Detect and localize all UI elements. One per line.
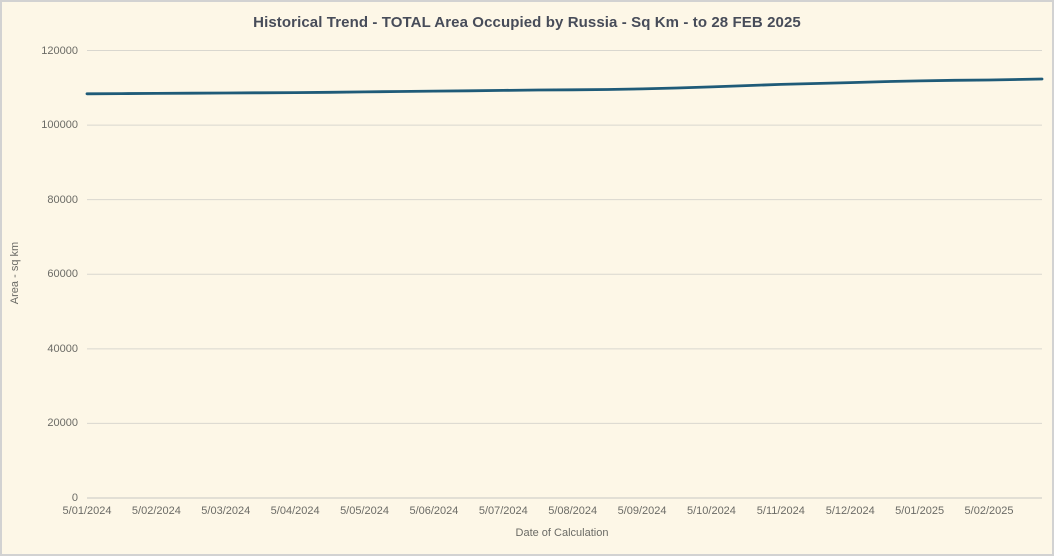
x-tick-label: 5/08/2024 [548, 505, 598, 517]
y-tick-label: 20000 [47, 417, 78, 430]
x-tick-label: 5/01/2024 [62, 505, 112, 517]
x-tick-label: 5/02/2024 [131, 505, 181, 517]
y-tick-label: 100000 [41, 119, 78, 132]
x-tick-label: 5/12/2024 [825, 505, 875, 517]
x-axis-title: Date of Calculation [515, 527, 609, 539]
gridlines [87, 50, 1042, 499]
x-tick-label: 5/05/2024 [340, 505, 389, 517]
y-tick-label: 120000 [41, 44, 78, 57]
x-tick-label: 5/07/2024 [478, 505, 528, 517]
x-tick-label: 5/04/2024 [270, 505, 320, 517]
x-tick-label: 5/09/2024 [617, 505, 667, 517]
x-tick-label: 5/06/2024 [409, 505, 459, 517]
y-tick-label: 80000 [47, 193, 78, 206]
x-tick-label: 5/11/2024 [756, 505, 805, 517]
y-tick-label: 40000 [47, 342, 78, 355]
chart-title: Historical Trend - TOTAL Area Occupied b… [253, 14, 801, 31]
x-tick-label: 5/03/2024 [201, 505, 251, 517]
y-tick-label: 0 [71, 492, 78, 504]
x-tick-label: 5/01/2025 [895, 505, 945, 517]
y-tick-label: 60000 [47, 268, 78, 281]
x-tick-label: 5/10/2024 [686, 505, 736, 517]
x-tick-label: 5/02/2025 [964, 505, 1014, 517]
trend-line[interactable] [85, 77, 1044, 96]
